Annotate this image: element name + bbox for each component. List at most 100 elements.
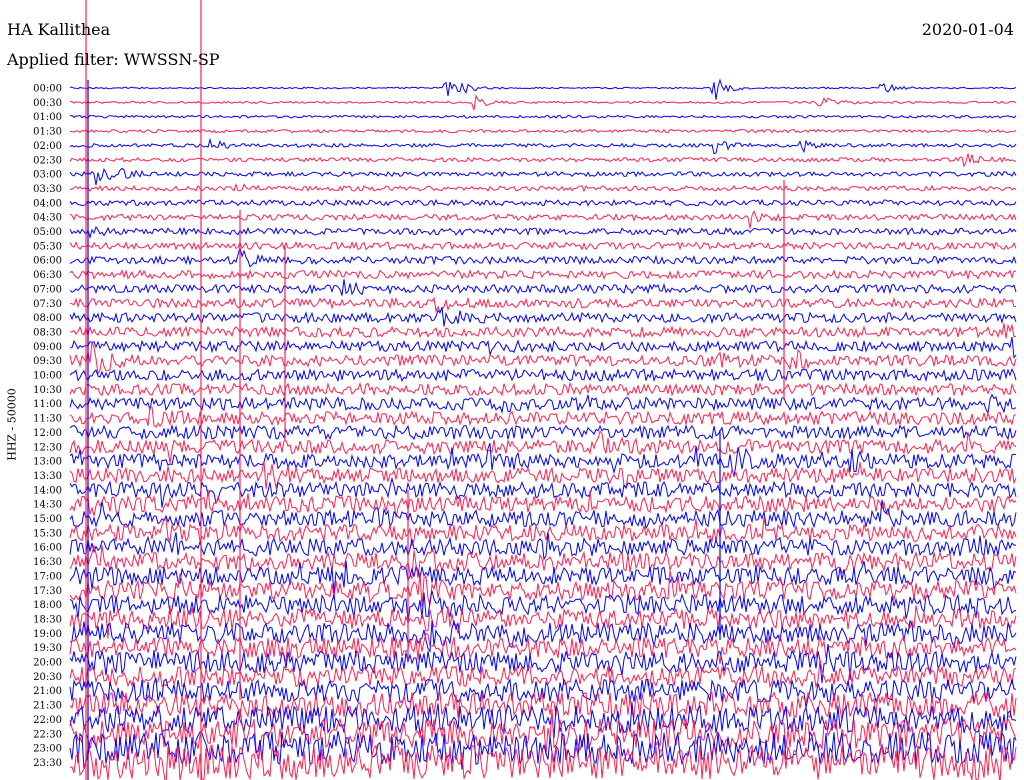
row-label-0830: 08:30: [33, 327, 62, 338]
row-label-0200: 02:00: [33, 141, 62, 152]
row-label-2000: 20:00: [33, 658, 62, 669]
trace-row-0900: [69, 336, 1017, 359]
row-label-1130: 11:30: [33, 414, 62, 425]
row-label-2030: 20:30: [33, 672, 62, 683]
trace-row-0630: [69, 268, 1017, 281]
trace-row-1900: [69, 619, 1017, 653]
trace-row-1800: [69, 590, 1017, 623]
row-label-1230: 12:30: [33, 442, 62, 453]
row-label-0000: 00:00: [33, 84, 62, 95]
trace-row-1400: [69, 476, 1017, 508]
trace-row-1030: [69, 381, 1017, 397]
trace-row-0300: [69, 167, 1017, 186]
date-label: 2020-01-04: [921, 20, 1014, 39]
trace-row-0600: [69, 247, 1017, 268]
trace-row-2300: [69, 730, 1017, 770]
channel-label: HHZ - 50000: [5, 388, 19, 461]
row-label-1000: 10:00: [33, 371, 62, 382]
row-label-0100: 01:00: [33, 112, 62, 123]
trace-row-0830: [69, 323, 1017, 339]
row-label-0930: 09:30: [33, 356, 62, 367]
trace-row-1130: [69, 406, 1017, 428]
filter-label: Applied filter: WWSSN-SP: [7, 50, 220, 69]
trace-row-2100: [69, 677, 1017, 708]
row-label-1730: 17:30: [33, 586, 62, 597]
row-label-0800: 08:00: [33, 313, 62, 324]
row-label-1630: 16:30: [33, 557, 62, 568]
row-label-1200: 12:00: [33, 428, 62, 439]
row-label-1800: 18:00: [33, 600, 62, 611]
row-label-2100: 21:00: [33, 686, 62, 697]
trace-row-1600: [69, 532, 1016, 561]
trace-group: [69, 0, 1017, 780]
row-label-0400: 04:00: [33, 198, 62, 209]
row-label-0300: 03:00: [33, 170, 62, 181]
trace-row-1530: [69, 517, 1017, 548]
trace-row-1500: [69, 499, 1017, 530]
row-label-1300: 13:00: [33, 457, 62, 468]
trace-row-1200: [69, 423, 1017, 441]
row-label-0530: 05:30: [33, 241, 62, 252]
row-label-1530: 15:30: [33, 528, 62, 539]
trace-row-2230: [69, 708, 1017, 760]
trace-row-0400: [69, 198, 1017, 207]
trace-row-0800: [69, 307, 1017, 327]
row-label-0730: 07:30: [33, 299, 62, 310]
row-label-1600: 16:00: [33, 543, 62, 554]
trace-row-1230: [69, 430, 1017, 464]
trace-row-1430: [69, 489, 1017, 518]
tick-labels: 00:00 00:30 01:00 01:30 02:00 02:30 03:00 03:30…: [33, 84, 62, 769]
trace-row-0200: [69, 137, 1017, 155]
row-label-1430: 14:30: [33, 500, 62, 511]
trace-row-1300: [69, 443, 1017, 477]
trace-row-1000: [69, 367, 1017, 383]
row-label-1500: 15:00: [33, 514, 62, 525]
row-label-0900: 09:00: [33, 342, 62, 353]
row-label-1930: 19:30: [33, 643, 62, 654]
row-label-2230: 22:30: [33, 729, 62, 740]
row-label-0700: 07:00: [33, 284, 62, 295]
row-label-0230: 02:30: [33, 155, 62, 166]
trace-row-0430: [69, 209, 1017, 229]
row-label-2200: 22:00: [33, 715, 62, 726]
trace-row-0500: [69, 225, 1017, 240]
trace-row-2200: [69, 702, 1017, 739]
row-label-0500: 05:00: [33, 227, 62, 238]
trace-row-2000: [69, 644, 1017, 684]
trace-row-0330: [69, 183, 1017, 193]
trace-row-2030: [69, 658, 1017, 691]
trace-row-1930: [69, 632, 1017, 665]
trace-row-0100: [69, 114, 1017, 119]
row-label-0600: 06:00: [33, 256, 62, 267]
trace-row-1100: [69, 393, 1017, 415]
row-label-0630: 06:30: [33, 270, 62, 281]
row-label-1100: 11:00: [33, 399, 62, 410]
row-label-0330: 03:30: [33, 184, 62, 195]
row-label-0030: 00:30: [33, 98, 62, 109]
row-label-2330: 23:30: [33, 758, 62, 769]
trace-row-0030: [69, 94, 1017, 111]
trace-row-0000: [70, 78, 1017, 100]
trace-row-0930: [69, 341, 1017, 376]
trace-row-1730: [69, 570, 1017, 607]
trace-row-2330: [70, 738, 1017, 780]
trace-row-0700: [69, 279, 1017, 296]
row-label-0430: 04:30: [33, 213, 62, 224]
trace-row-0130: [69, 128, 1017, 134]
row-label-1830: 18:30: [33, 614, 62, 625]
trace-row-1630: [69, 544, 1017, 580]
trace-row-1700: [69, 560, 1017, 594]
trace-row-1330: [69, 460, 1017, 490]
row-label-1700: 17:00: [33, 571, 62, 582]
row-label-1900: 19:00: [33, 629, 62, 640]
row-label-0130: 01:30: [33, 127, 62, 138]
trace-row-0230: [69, 153, 1017, 168]
row-label-2300: 23:00: [33, 744, 62, 755]
trace-row-0530: [69, 241, 1017, 251]
row-label-2130: 21:30: [33, 701, 62, 712]
row-label-1330: 13:30: [33, 471, 62, 482]
station-title: HA Kallithea: [7, 20, 111, 39]
trace-row-0730: [69, 296, 1017, 313]
row-label-1400: 14:00: [33, 485, 62, 496]
